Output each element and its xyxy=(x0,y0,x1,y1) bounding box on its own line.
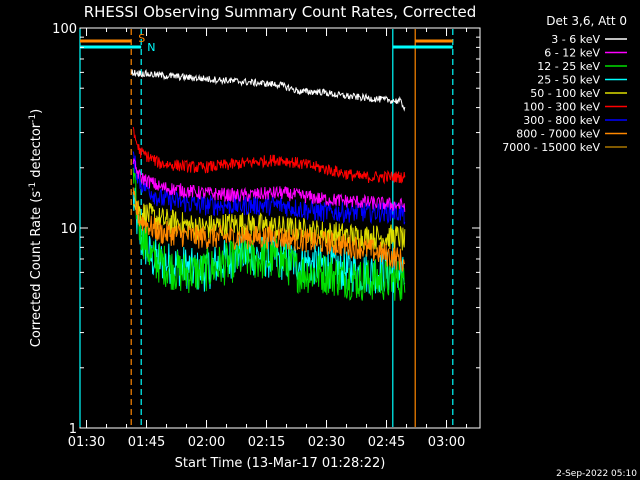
x-tick-label: 02:30 xyxy=(308,435,345,450)
x-tick-label: 02:15 xyxy=(248,435,285,450)
legend-label: 25 - 50 keV xyxy=(537,74,600,87)
y-axis-label: Corrected Count Rate (s-1 detector-1) xyxy=(28,109,44,347)
x-tick-label: 02:00 xyxy=(188,435,225,450)
ticks-layer: 01:30 01:45 02:00 02:15 02:30 02:45 03:00 1 10 10… xyxy=(52,22,480,450)
flag-label-s: S xyxy=(138,32,145,45)
series-line xyxy=(132,167,406,301)
legend-label: 800 - 7000 keV xyxy=(516,128,600,141)
y-label-sup2: -1 xyxy=(28,114,38,123)
legend-label: 100 - 300 keV xyxy=(523,101,600,114)
y-label-sup1: -1 xyxy=(28,182,38,191)
series-line xyxy=(132,187,406,272)
x-tick-label: 01:45 xyxy=(128,435,165,450)
y-label-part1: Corrected Count Rate (s xyxy=(29,191,44,348)
y-label-part2: detector xyxy=(29,122,44,182)
y-label-part3: ) xyxy=(29,109,44,114)
x-tick-label: 01:30 xyxy=(68,435,105,450)
y-tick-label: 100 xyxy=(52,22,77,37)
flag-label-n: N xyxy=(147,41,155,54)
series-layer xyxy=(131,68,406,301)
legend-label: 50 - 100 keV xyxy=(530,87,600,100)
legend-label: 6 - 12 keV xyxy=(544,47,600,60)
y-tick-label: 10 xyxy=(60,222,77,237)
x-axis-label: Start Time (13-Mar-17 01:28:22) xyxy=(175,456,386,471)
x-tick-label: 03:00 xyxy=(428,435,465,450)
series-line xyxy=(132,158,406,212)
legend-title: Det 3,6, Att 0 xyxy=(546,14,627,28)
markers-layer: SN xyxy=(79,29,454,427)
series-line xyxy=(132,126,406,185)
y-tick-label: 1 xyxy=(69,422,77,437)
series-line xyxy=(132,151,406,225)
legend-label: 300 - 800 keV xyxy=(523,114,600,127)
x-tick-label: 02:45 xyxy=(368,435,405,450)
footer-timestamp: 2-Sep-2022 05:10 xyxy=(556,469,637,479)
plot-area: SN 01:30 01:45 02:00 02:15 02:30 02:45 03:00 1 1… xyxy=(52,22,481,450)
chart-title: RHESSI Observing Summary Count Rates, Co… xyxy=(84,3,477,21)
series-line xyxy=(131,68,406,112)
legend-label: 12 - 25 keV xyxy=(537,60,600,73)
legend-label: 7000 - 15000 keV xyxy=(502,141,600,154)
legend-label: 3 - 6 keV xyxy=(551,33,600,46)
